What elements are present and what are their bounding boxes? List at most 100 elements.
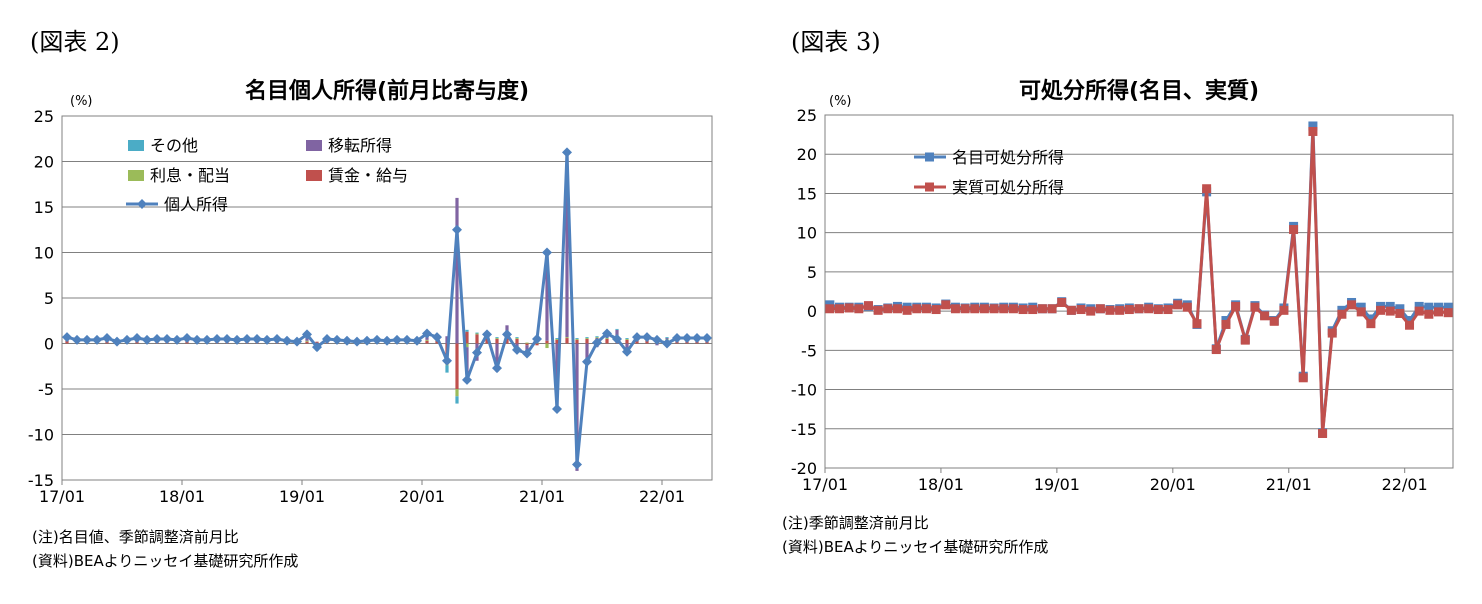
data-point (302, 329, 312, 340)
data-point (1115, 305, 1125, 315)
bar-0-41 (475, 334, 479, 344)
data-point (132, 333, 142, 344)
bar-1-51 (575, 338, 579, 340)
data-point (662, 338, 672, 349)
data-point (162, 333, 172, 344)
chart-note: (注)名目値、季節調整済前月比 (32, 528, 239, 546)
data-point (462, 374, 472, 385)
data-point (142, 334, 152, 345)
data-point (532, 333, 542, 344)
data-point (622, 346, 632, 357)
data-point (202, 334, 212, 345)
y-tick-label: -15 (28, 471, 54, 490)
bar-0-56 (625, 339, 629, 344)
data-point (1424, 302, 1434, 312)
data-point (412, 335, 422, 346)
data-point (1173, 300, 1183, 310)
data-point (941, 300, 951, 310)
data-point (212, 333, 222, 344)
bar-0-50 (565, 338, 569, 344)
bar-0-36 (425, 340, 429, 344)
data-point (1134, 304, 1144, 314)
y-tick-label: 15 (34, 198, 54, 217)
data-point (1076, 305, 1086, 315)
data-point (1008, 304, 1018, 314)
data-point (242, 333, 252, 344)
data-point (883, 304, 893, 314)
data-point (1395, 308, 1405, 318)
bar-3-52 (585, 337, 589, 339)
bar-2-38 (445, 336, 449, 344)
chart-disposable-income: 可処分所得(名目、実質) (%) 25 20 15 10 5 0 -5 -10 -15 -2017/0… (791, 78, 1454, 494)
data-point (1066, 305, 1076, 315)
data-point (192, 334, 202, 345)
figure-label: (図表 3) (791, 28, 881, 56)
chart-title: 名目個人所得(前月比寄与度) (245, 78, 529, 104)
plot-area (61, 115, 713, 481)
y-tick-label: -10 (28, 426, 54, 445)
legend-swatch (128, 170, 144, 181)
bar-3-53 (595, 336, 599, 338)
bar-2-52 (585, 343, 589, 365)
data-point (1250, 302, 1260, 312)
series-line-1 (829, 130, 1449, 435)
data-point (522, 348, 532, 359)
data-point (1202, 184, 1212, 194)
y-tick-label: 5 (44, 289, 54, 308)
bar-0-24 (305, 341, 309, 344)
data-point (1347, 300, 1357, 310)
data-point (342, 335, 352, 346)
data-point (502, 329, 512, 340)
data-point (222, 333, 232, 344)
legend-label: 利息・配当 (150, 166, 230, 185)
data-point (1047, 304, 1057, 314)
data-point (950, 304, 960, 314)
chart-source: (資料)BEAよりニッセイ基礎研究所作成 (782, 538, 1049, 556)
legend-marker (925, 182, 934, 192)
bar-1-45 (515, 338, 519, 339)
bar-0-45 (515, 338, 519, 344)
legend-label: その他 (150, 136, 198, 155)
data-point (1327, 328, 1337, 338)
legend-swatch (306, 140, 322, 151)
y-tick-label: -5 (38, 380, 54, 399)
data-point (572, 459, 582, 470)
data-point (552, 404, 562, 415)
data-point (172, 334, 182, 345)
data-point (482, 329, 492, 340)
data-point (1192, 319, 1202, 329)
data-point (322, 333, 332, 344)
y-tick-label: 25 (34, 107, 54, 126)
y-tick-label: 0 (44, 335, 54, 354)
bar-1-53 (595, 337, 599, 339)
data-point (682, 333, 692, 344)
chart-source: (資料)BEAよりニッセイ基礎研究所作成 (32, 552, 299, 570)
bar-0-49 (555, 339, 559, 344)
x-tick-label: 18/01 (918, 475, 964, 494)
data-point (562, 147, 572, 158)
data-point (272, 333, 282, 344)
data-point (1366, 319, 1376, 329)
x-tick-label: 21/01 (519, 487, 565, 506)
y-tick-label: 0 (807, 302, 817, 321)
bar-3-38 (445, 365, 449, 373)
data-point (1366, 314, 1376, 324)
data-point (1211, 345, 1221, 355)
x-tick-label: 17/01 (802, 475, 848, 494)
data-point (1037, 304, 1047, 314)
chart-title: 可処分所得(名目、実質) (1019, 78, 1259, 104)
data-point (1095, 304, 1105, 314)
bar-1-50 (565, 337, 569, 339)
bar-1-48 (545, 343, 549, 349)
data-point (1434, 302, 1444, 312)
bar-0-39 (455, 343, 459, 389)
data-point (292, 336, 302, 347)
data-point (122, 334, 132, 345)
data-point (492, 363, 502, 374)
bar-3-40 (465, 329, 469, 332)
figure-label: (図表 2) (30, 28, 120, 56)
y-tick-label: 10 (797, 224, 817, 243)
x-tick-label: 20/01 (1150, 475, 1196, 494)
data-point (152, 333, 162, 344)
data-point (112, 336, 122, 347)
